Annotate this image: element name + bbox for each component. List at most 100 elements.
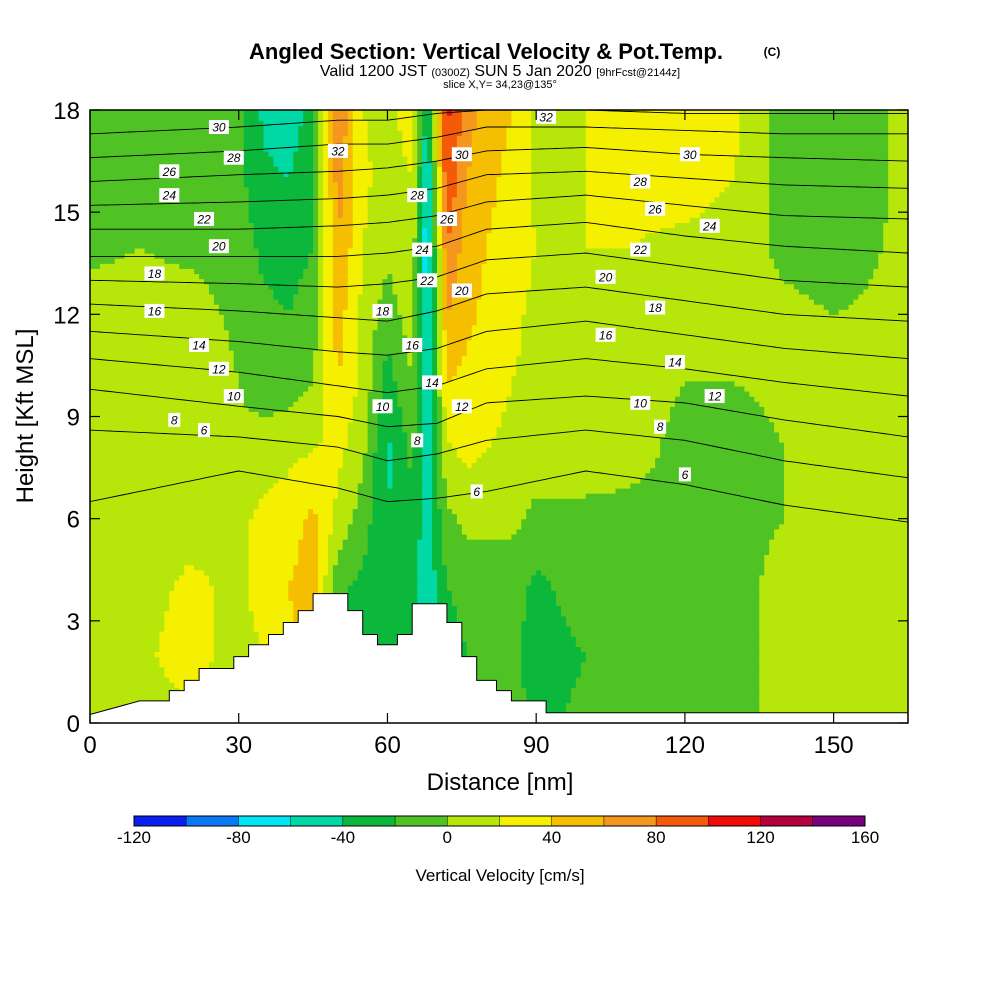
velocity-cell [109,283,116,290]
velocity-cell [164,380,170,387]
velocity-cell [228,370,235,377]
velocity-cell [223,508,230,515]
velocity-cell [104,237,111,244]
velocity-cell [293,488,299,494]
velocity-cell [194,237,200,244]
velocity-cell [109,569,116,576]
velocity-cell [134,528,141,535]
velocity-cell [213,549,220,556]
velocity-cell [159,697,165,704]
velocity-cell [104,528,111,535]
velocity-cell [144,600,151,607]
velocity-cell [258,390,265,397]
velocity-cell [263,212,270,218]
velocity-cell [119,462,126,469]
velocity-cell [213,288,220,295]
velocity-cell [129,687,136,693]
velocity-cell [124,150,131,157]
velocity-cell [149,677,156,683]
velocity-cell [208,385,215,392]
velocity-cell [194,656,200,663]
velocity-cell [213,155,220,162]
velocity-cell [253,457,260,464]
velocity-cell [263,396,270,402]
velocity-cell [253,344,260,351]
velocity-cell [243,539,250,545]
velocity-cell [218,258,225,264]
velocity-cell [109,299,116,305]
velocity-cell [283,181,289,188]
velocity-cell [189,396,195,402]
velocity-cell [189,447,195,453]
velocity-cell [253,472,260,479]
velocity-cell [129,329,136,336]
velocity-cell [218,278,225,285]
velocity-cell [243,442,250,448]
velocity-cell [233,339,240,346]
velocity-cell [94,253,101,259]
velocity-cell [134,390,141,397]
velocity-cell [213,518,220,525]
velocity-cell [104,222,111,229]
velocity-cell [283,242,289,249]
velocity-cell [238,120,245,126]
velocity-cell [263,385,270,392]
velocity-cell [90,472,96,479]
velocity-cell [199,411,205,418]
velocity-cell [233,140,240,147]
velocity-cell [179,242,185,249]
velocity-cell [283,436,289,443]
velocity-cell [139,528,146,535]
velocity-cell [253,452,260,458]
velocity-cell [228,166,235,172]
velocity-cell [139,288,146,295]
velocity-cell [204,518,210,525]
velocity-cell [288,334,294,341]
velocity-cell [273,150,279,157]
velocity-cell [179,360,185,367]
velocity-cell [283,452,289,458]
velocity-cell [293,436,299,443]
velocity-cell [293,396,299,402]
velocity-cell [233,646,240,653]
velocity-cell [129,350,136,356]
velocity-cell [124,227,131,234]
velocity-cell [223,467,230,474]
velocity-cell [139,585,146,591]
velocity-cell [90,569,96,576]
velocity-cell [223,385,230,392]
velocity-cell [169,636,175,642]
velocity-cell [263,120,270,126]
velocity-cell [283,385,289,392]
chart-title-suffix: (C) [764,45,781,59]
velocity-cell [283,590,289,596]
velocity-cell [194,145,200,152]
velocity-cell [90,416,96,423]
velocity-cell [114,232,121,239]
velocity-cell [194,666,200,673]
velocity-cell [268,314,275,321]
velocity-cell [228,314,235,321]
velocity-cell [253,544,260,550]
velocity-cell [288,360,294,367]
velocity-cell [238,258,245,264]
velocity-cell [293,554,299,561]
velocity-cell [278,268,284,275]
velocity-cell [228,513,235,520]
velocity-cell [204,258,210,264]
velocity-cell [253,176,260,183]
velocity-cell [124,334,131,341]
velocity-cell [258,380,265,387]
velocity-cell [189,314,195,321]
velocity-cell [268,253,275,259]
velocity-cell [258,396,265,402]
velocity-cell [258,641,265,647]
velocity-cell [94,605,101,612]
velocity-cell [164,646,170,653]
velocity-cell [159,258,165,264]
velocity-cell [268,605,275,612]
velocity-cell [199,467,205,474]
velocity-cell [199,564,205,571]
velocity-cell [109,533,116,540]
velocity-cell [139,385,146,392]
